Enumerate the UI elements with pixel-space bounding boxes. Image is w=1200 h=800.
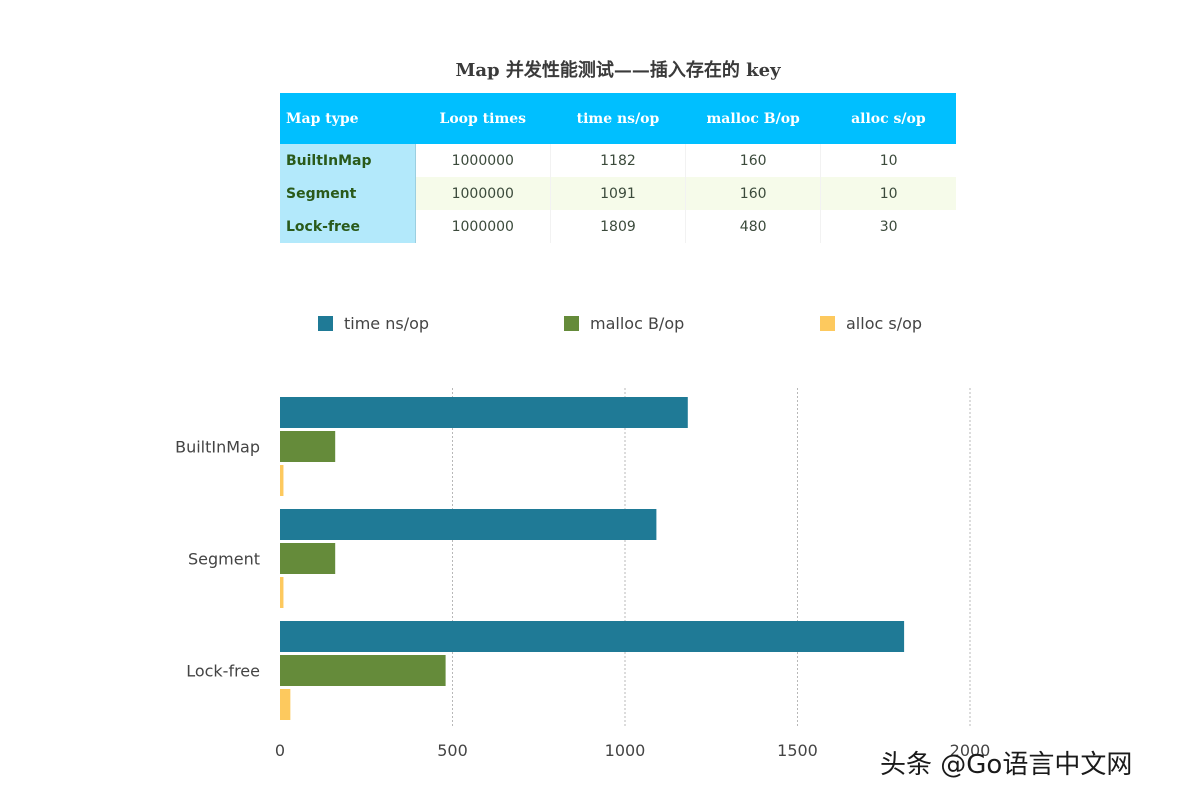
table-cell: 10 <box>879 152 898 169</box>
table-cell: 1182 <box>550 144 687 177</box>
table-cell: BuiltInMap <box>280 144 416 177</box>
header-time: time ns/op <box>550 93 686 144</box>
watermark: 头条 @Go语言中文网 <box>880 750 1133 780</box>
bar-segment-alloc <box>280 577 284 608</box>
legend-label-alloc: alloc s/op <box>846 314 923 333</box>
category-label: Segment <box>188 550 260 569</box>
legend-item-alloc: alloc s/op <box>820 314 922 333</box>
table-cell: 480 <box>685 210 822 243</box>
bar-lock-free-time <box>280 621 905 652</box>
table-cell: 160 <box>685 177 822 210</box>
legend-label-time: time ns/op <box>344 314 430 333</box>
header-alloc: alloc s/op <box>820 93 956 144</box>
bar-segment-malloc <box>280 543 336 574</box>
table-cell: 1000000 <box>415 177 551 210</box>
table-cell: Lock-free <box>280 210 416 243</box>
legend-item-malloc: malloc B/op <box>564 314 684 333</box>
legend-swatch-malloc <box>564 316 579 331</box>
legend-swatch-alloc <box>820 316 835 331</box>
bar-lock-free-malloc <box>280 655 446 686</box>
table-header-row: Map type Loop times time ns/op malloc B/… <box>280 93 956 144</box>
bar-builtinmap-time <box>280 397 688 428</box>
bar-lock-free-alloc <box>280 689 291 720</box>
x-tick-label: 0 <box>275 741 285 760</box>
table-cell: 30 <box>879 218 898 235</box>
x-tick-label: 2000 <box>950 741 991 760</box>
table-cell: 10 <box>820 177 956 210</box>
header-malloc: malloc B/op <box>685 93 821 144</box>
results-table: Map type Loop times time ns/op malloc B/… <box>280 93 956 243</box>
table-cell: 1091 <box>550 177 687 210</box>
bar-builtinmap-alloc <box>280 465 284 496</box>
bar-segment-time <box>280 509 657 540</box>
bar-builtinmap-malloc <box>280 431 336 462</box>
table-cell: 1000000 <box>415 144 551 177</box>
table-row: Lock-free 1000000 1809 480 30 <box>280 210 956 243</box>
header-loop-times: Loop times <box>415 93 551 144</box>
legend-label-malloc: malloc B/op <box>590 314 685 333</box>
table-row: BuiltInMap 1000000 1182 160 10 <box>280 144 956 177</box>
table-cell: Segment <box>280 177 416 210</box>
legend-swatch-time <box>318 316 333 331</box>
x-tick-label: 500 <box>437 741 468 760</box>
category-label: BuiltInMap <box>175 438 260 457</box>
table-cell: 1000000 <box>415 210 551 243</box>
category-label: Lock-free <box>186 662 260 681</box>
x-tick-label: 1500 <box>777 741 818 760</box>
x-tick-label: 1000 <box>605 741 646 760</box>
table-cell: 160 <box>685 144 822 177</box>
table-row: Segment 1000000 1091 160 10 <box>280 177 956 210</box>
chart-title: Map 并发性能测试——插入存在的 key <box>455 60 781 81</box>
legend-item-time: time ns/op <box>318 314 429 333</box>
table-cell: 1809 <box>550 210 687 243</box>
header-map-type: Map type <box>280 93 416 144</box>
